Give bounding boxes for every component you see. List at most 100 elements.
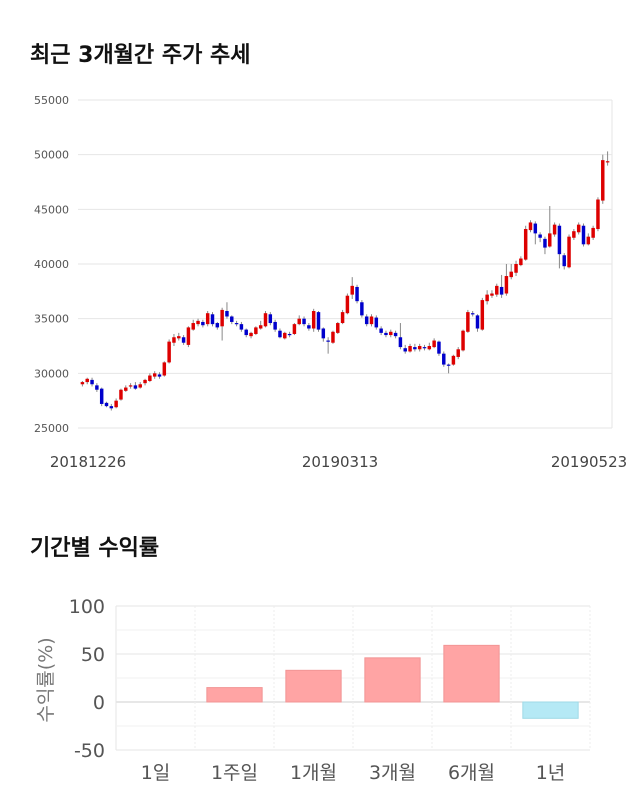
x-tick-label: 3개월 — [369, 762, 416, 784]
candle-body — [374, 317, 379, 328]
candle-body — [172, 337, 176, 343]
candle-body — [95, 385, 99, 390]
candle-body — [350, 285, 354, 295]
x-tick-label: 6개월 — [448, 762, 495, 784]
candle-body — [422, 347, 427, 349]
y-tick-label: 30000 — [34, 367, 69, 380]
candle-body — [490, 293, 494, 296]
candle-body — [485, 294, 489, 302]
candle-body — [557, 225, 562, 255]
y-tick-label: 45000 — [34, 203, 69, 216]
candle-body — [360, 302, 364, 316]
candle-body — [230, 316, 234, 322]
candle-body — [220, 309, 224, 327]
candle-body — [586, 236, 591, 245]
candle-body — [509, 271, 513, 278]
returns-chart-title: 기간별 수익률 — [30, 536, 160, 561]
candle-body — [326, 340, 330, 342]
candle-body — [205, 313, 210, 325]
candle-body — [451, 355, 456, 365]
candle-body — [85, 378, 89, 383]
y-tick-label: 25000 — [34, 422, 69, 435]
candle-body — [119, 389, 123, 400]
candle-body — [408, 346, 412, 352]
candle-body — [523, 229, 528, 260]
return-bar — [285, 669, 342, 703]
candle-body — [499, 286, 504, 295]
candle-body — [413, 347, 417, 350]
candle-body — [331, 331, 335, 343]
return-bar — [443, 644, 500, 703]
candle-body — [263, 313, 268, 327]
candle-body — [311, 311, 316, 329]
candle-body — [591, 227, 595, 238]
candle-body — [596, 199, 600, 230]
candle-body — [157, 374, 162, 377]
y-tick-label: 100 — [69, 596, 105, 618]
candle-body — [393, 332, 398, 337]
candle-body — [177, 336, 181, 339]
candle-body — [80, 382, 85, 385]
candle-body — [104, 402, 109, 407]
candle-body — [268, 314, 273, 324]
candle-body — [567, 236, 571, 268]
candle-body — [302, 318, 306, 325]
y-tick-label: -50 — [74, 740, 105, 762]
candle-body — [470, 313, 475, 315]
candle-body — [562, 255, 566, 267]
candle-body — [389, 331, 393, 336]
candle-body — [186, 327, 191, 345]
candle-body — [273, 321, 277, 330]
candle-body — [90, 379, 94, 385]
candle-body — [336, 323, 340, 333]
candle-body — [99, 388, 104, 404]
candle-body — [307, 325, 311, 329]
candle-body — [254, 327, 258, 334]
candle-body — [480, 300, 485, 330]
return-bar — [364, 657, 421, 703]
candle-body — [167, 341, 171, 363]
candle-body — [249, 332, 253, 337]
candle-body — [456, 349, 460, 357]
candle-body — [504, 276, 509, 294]
candle-body — [369, 316, 374, 325]
candle-body — [466, 312, 470, 332]
candle-body — [572, 231, 576, 238]
candle-body — [258, 325, 263, 329]
candle-body — [114, 400, 118, 408]
candle-body — [403, 348, 407, 352]
candle-body — [576, 224, 581, 233]
candle-body — [417, 346, 422, 350]
candle-body — [196, 320, 200, 325]
candle-body — [548, 233, 552, 247]
x-tick-label: 20190313 — [302, 453, 378, 471]
candle-body — [475, 315, 480, 329]
candle-body — [398, 337, 403, 348]
candle-body — [210, 314, 215, 325]
candle-body — [292, 324, 297, 334]
x-tick-label: 20181226 — [50, 453, 126, 471]
candle-body — [297, 318, 301, 325]
candle-body — [138, 384, 142, 388]
candle-body — [432, 340, 436, 348]
candle-body — [427, 346, 432, 350]
candle-body — [379, 328, 383, 333]
candle-body — [124, 387, 128, 391]
candle-body — [234, 323, 239, 325]
candle-body — [384, 332, 388, 336]
y-tick-label: 0 — [93, 692, 105, 714]
candle-body — [152, 373, 157, 377]
candle-body — [191, 323, 195, 330]
candle-body — [321, 328, 326, 339]
candle-body — [543, 238, 547, 248]
candle-body — [225, 311, 229, 317]
candle-body — [239, 324, 244, 330]
candle-body — [364, 316, 369, 325]
candle-body — [128, 385, 133, 387]
candle-body — [316, 312, 321, 330]
candle-body — [446, 364, 451, 366]
x-tick-label: 1주일 — [211, 762, 258, 784]
y-tick-label: 50 — [81, 644, 105, 666]
candle-body — [538, 234, 542, 238]
